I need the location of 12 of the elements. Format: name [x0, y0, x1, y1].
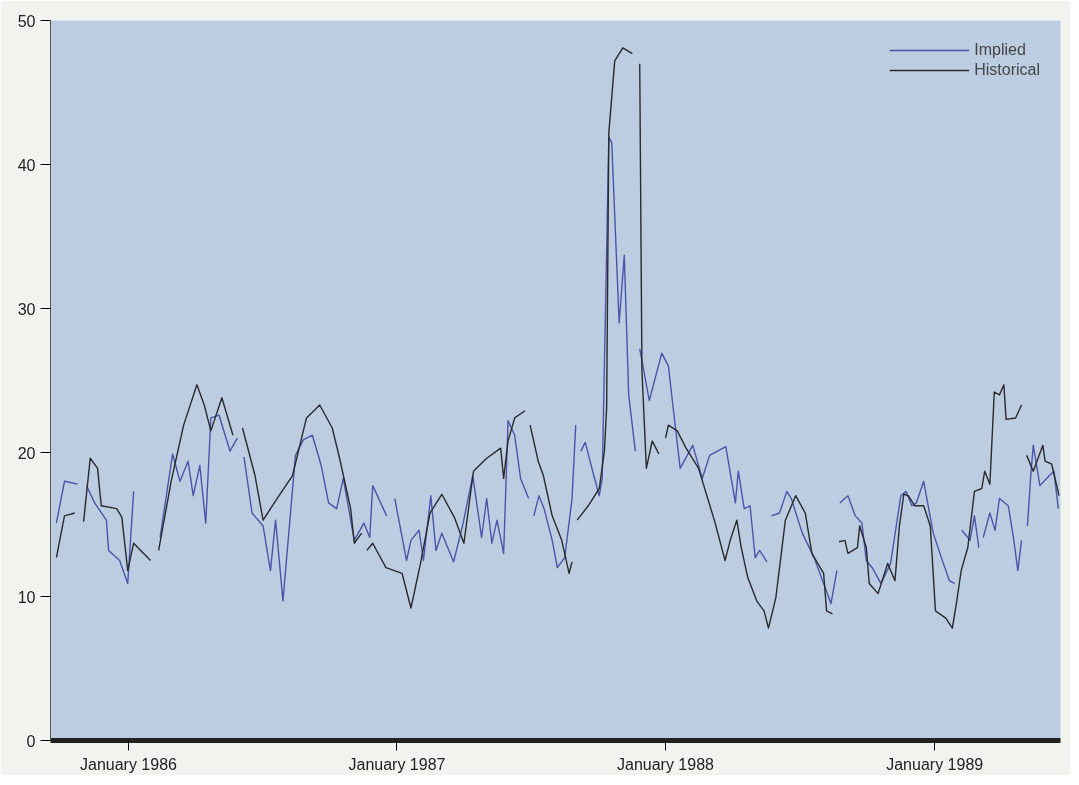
- x-tick-label: January 1987: [348, 755, 446, 773]
- y-tick-label: 10: [17, 588, 36, 606]
- y-tick-label: 40: [17, 156, 36, 174]
- y-tick-label: 50: [17, 12, 36, 30]
- y-tick-label: 0: [26, 732, 36, 750]
- x-tick-label: January 1989: [886, 755, 984, 773]
- y-tick-label: 30: [17, 300, 36, 318]
- legend-label: Implied: [974, 41, 1026, 59]
- x-tick-label: January 1986: [79, 755, 178, 773]
- y-tick-label: 20: [17, 444, 36, 462]
- legend-label: Historical: [974, 61, 1040, 79]
- x-tick-label: January 1988: [616, 755, 715, 773]
